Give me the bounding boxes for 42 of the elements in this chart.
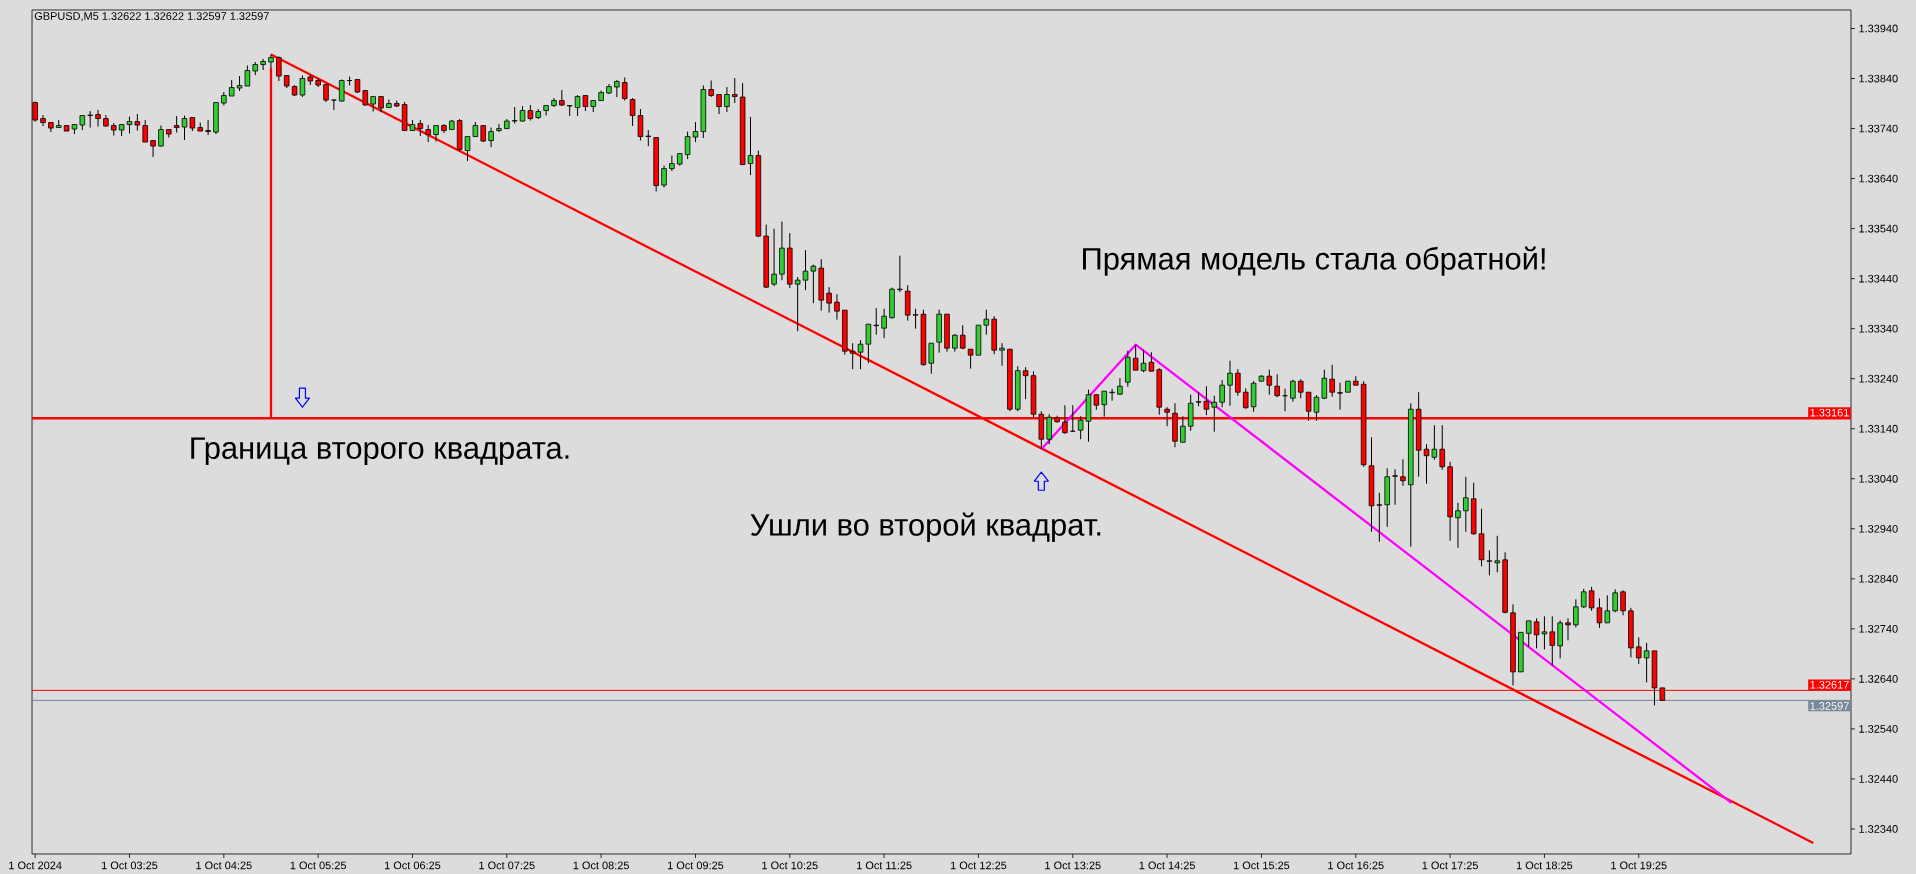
annotation: Граница второго квадрата.	[191, 437, 569, 466]
y-tick-label: 1.32740	[1859, 624, 1898, 633]
y-tick-label: 1.32640	[1859, 675, 1898, 683]
y-tick-label: 1.33640	[1859, 174, 1898, 183]
y-tick-label: 1.33540	[1859, 224, 1898, 233]
annotation: Ушли во второй квадрат.	[750, 512, 1101, 542]
x-tick-label: 1 Oct 17:25	[1422, 861, 1478, 870]
ref-line-label: 1.33161	[1810, 408, 1849, 417]
x-tick-label: 1 Oct 2024	[9, 861, 62, 870]
ref-line-label: 1.32617	[1810, 680, 1849, 689]
x-tick-label: 1 Oct 12:25	[950, 861, 1007, 870]
y-tick-label: 1.33740	[1859, 124, 1898, 133]
x-tick-label: 1 Oct 08:25	[573, 861, 629, 870]
x-tick-label: 1 Oct 10:25	[762, 861, 818, 870]
y-tick-label: 1.33340	[1859, 324, 1898, 333]
annotation: Прямая модель стала обратной!	[1083, 246, 1545, 276]
x-tick-label: 1 Oct 03:25	[101, 861, 158, 870]
y-tick-label: 1.33040	[1859, 474, 1898, 483]
ref-line-label: 1.32597	[1810, 702, 1849, 710]
x-tick-label: 1 Oct 04:25	[196, 861, 252, 870]
y-tick-label: 1.33440	[1859, 274, 1898, 283]
x-tick-label: 1 Oct 07:25	[479, 861, 535, 870]
x-tick-label: 1 Oct 13:25	[1045, 861, 1101, 870]
x-tick-label: 1 Oct 16:25	[1328, 861, 1384, 870]
x-tick-label: 1 Oct 18:25	[1516, 861, 1573, 870]
x-tick-label: 1 Oct 09:25	[667, 861, 724, 870]
x-tick-label: 1 Oct 14:25	[1139, 861, 1195, 870]
y-tick-label: 1.32340	[1859, 825, 1898, 833]
x-tick-label: 1 Oct 05:25	[290, 861, 346, 870]
y-tick-label: 1.32540	[1859, 725, 1898, 733]
y-tick-label: 1.32440	[1859, 775, 1898, 783]
y-tick-label: 1.33840	[1859, 74, 1898, 83]
y-tick-label: 1.33140	[1859, 424, 1898, 433]
x-tick-label: 1 Oct 11:25	[857, 861, 912, 870]
y-tick-label: 1.32940	[1859, 524, 1898, 533]
x-tick-label: 1 Oct 06:25	[384, 861, 441, 870]
y-tick-label: 1.32840	[1859, 574, 1898, 583]
x-tick-label: 1 Oct 15:25	[1233, 861, 1290, 870]
x-tick-label: 1 Oct 19:25	[1611, 861, 1667, 870]
chart-title: GBPUSD,M5 1.32622 1.32622 1.32597 1.32597	[34, 12, 269, 22]
y-tick-label: 1.33240	[1859, 374, 1898, 383]
y-tick-label: 1.33940	[1859, 24, 1898, 33]
